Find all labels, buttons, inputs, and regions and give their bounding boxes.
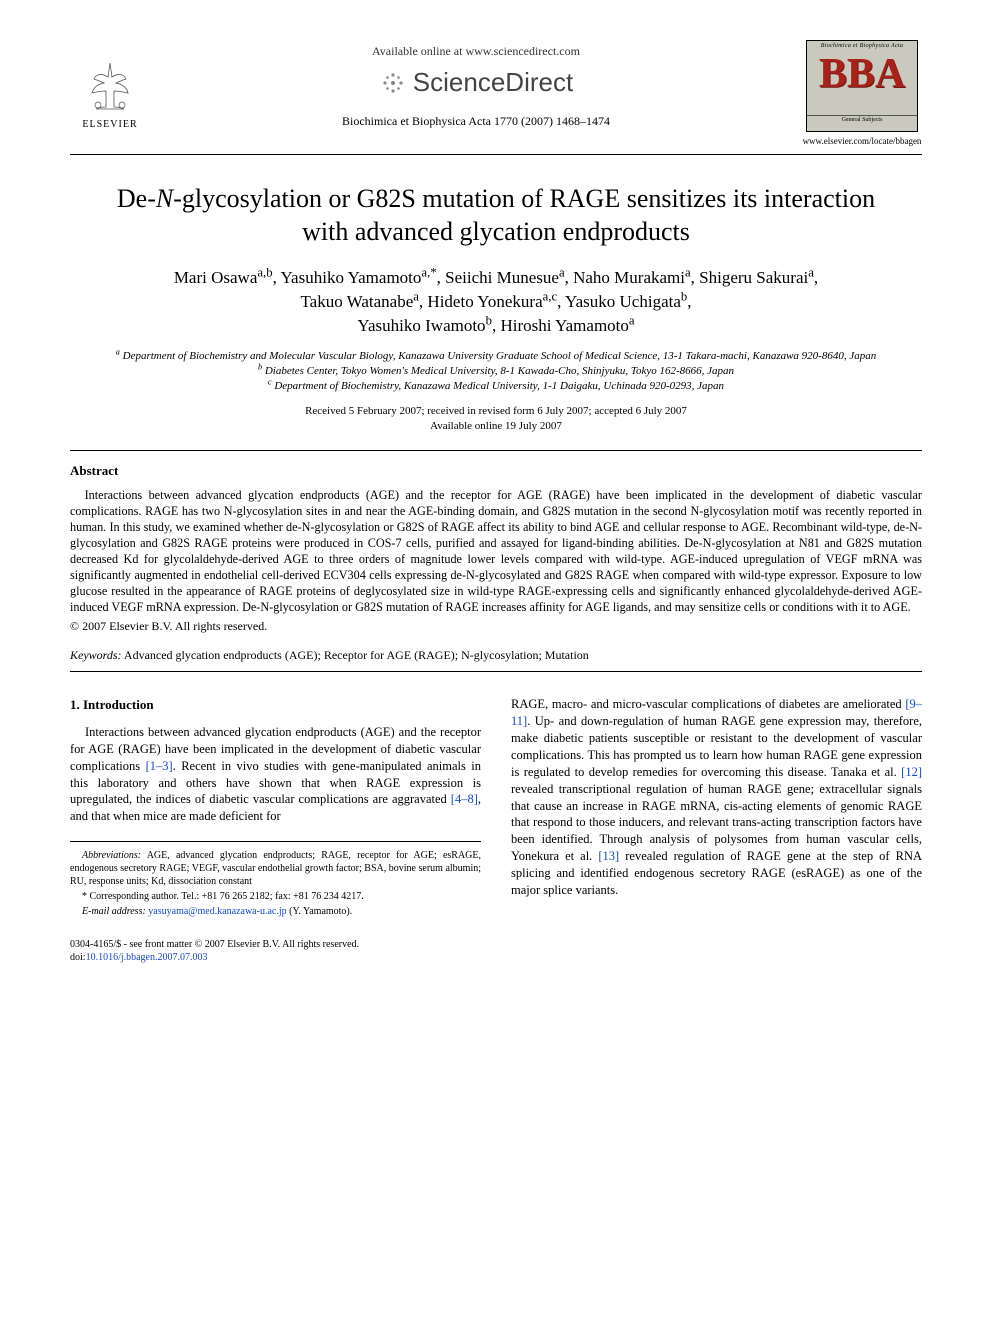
dates-line1: Received 5 February 2007; received in re… [305,405,687,417]
intro-para-left: Interactions between advanced glycation … [70,724,481,825]
section-1-title: 1. Introduction [70,696,481,714]
author-7-affil: a,c [543,289,558,303]
available-online-text: Available online at www.sciencedirect.co… [150,44,802,59]
footer: 0304-4165/$ - see front matter © 2007 El… [70,938,922,964]
keywords: Keywords: Advanced glycation endproducts… [70,648,922,663]
author-7: Hideto Yonekura [427,292,542,311]
author-8-affil: b [681,289,687,303]
corresponding-author: * Corresponding author. Tel.: +81 76 265… [70,890,481,903]
abstract-rule-top [70,450,922,451]
bba-letters: BBA [807,51,917,97]
author-6-affil: a [413,289,419,303]
author-5-affil: a [808,265,814,279]
author-9-affil: b [486,313,492,327]
abstract-heading: Abstract [70,463,922,479]
author-10-affil: a [629,313,635,327]
bba-sub: General Subjects [807,115,917,123]
doi-link[interactable]: 10.1016/j.bbagen.2007.07.003 [86,952,208,963]
abstract-body: Interactions between advanced glycation … [70,487,922,616]
bba-box-top: Biochimica et Biophysica Acta [807,41,917,51]
abstract-rule-bottom [70,671,922,672]
ref-link-12[interactable]: [12] [901,765,922,779]
author-10: Hiroshi Yamamoto [500,316,628,335]
header-row: ELSEVIER Available online at www.science… [70,40,922,146]
author-8: Yasuko Uchigata [565,292,681,311]
author-3: Seiichi Munesue [445,268,559,287]
ref-link-13[interactable]: [13] [598,849,619,863]
affiliation-c: Department of Biochemistry, Kanazawa Med… [274,380,724,392]
header-rule [70,154,922,155]
elsevier-tree-icon [80,57,140,117]
ref-link-4-8[interactable]: [4–8] [451,792,478,806]
email-line: E-mail address: yasuyama@med.kanazawa-u.… [70,905,481,918]
abbreviations: Abbreviations: AGE, advanced glycation e… [70,849,481,888]
title-line2: with advanced glycation endproducts [302,217,690,246]
sciencedirect-logo: ScienceDirect [150,67,802,98]
bba-box: Biochimica et Biophysica Acta BBA Genera… [806,40,918,132]
keywords-label: Keywords: [70,648,122,662]
body-columns: 1. Introduction Interactions between adv… [70,696,922,920]
elsevier-label: ELSEVIER [82,119,137,130]
affiliations: a Department of Biochemistry and Molecul… [70,349,922,394]
bba-url: www.elsevier.com/locate/bbagen [803,136,922,146]
footer-line1: 0304-4165/$ - see front matter © 2007 El… [70,938,922,951]
bba-logo: Biochimica et Biophysica Acta BBA Genera… [802,40,922,146]
author-2-affil: a, [421,265,430,279]
copyright-line: © 2007 Elsevier B.V. All rights reserved… [70,619,922,634]
sciencedirect-text: ScienceDirect [413,67,573,98]
left-column: 1. Introduction Interactions between adv… [70,696,481,920]
intro-right-mid1: . Up- and down-regulation of human RAGE … [511,714,922,779]
email-label: E-mail address: [82,906,146,917]
elsevier-logo: ELSEVIER [70,40,150,130]
affiliation-a: Department of Biochemistry and Molecular… [123,350,877,362]
doi-label: doi: [70,952,86,963]
intro-right-pre: RAGE, macro- and micro-vascular complica… [511,697,905,711]
article-title: De-N-glycosylation or G82S mutation of R… [80,183,912,248]
author-9: Yasuhiko Iwamoto [357,316,485,335]
ref-link-1-3[interactable]: [1–3] [146,759,173,773]
keywords-body: Advanced glycation endproducts (AGE); Re… [122,648,589,662]
intro-para-right: RAGE, macro- and micro-vascular complica… [511,696,922,899]
author-5: Shigeru Sakurai [699,268,808,287]
center-header: Available online at www.sciencedirect.co… [150,40,802,129]
email-link[interactable]: yasuyama@med.kanazawa-u.ac.jp [148,906,286,917]
author-1-affil: a,b [257,265,272,279]
journal-reference: Biochimica et Biophysica Acta 1770 (2007… [150,114,802,129]
email-tail: (Y. Yamamoto). [287,906,353,917]
author-2: Yasuhiko Yamamoto [280,268,421,287]
author-4-affil: a [685,265,691,279]
author-6: Takuo Watanabe [300,292,413,311]
author-1: Mari Osawa [174,268,258,287]
article-dates: Received 5 February 2007; received in re… [70,404,922,434]
corresponding-star: * [430,265,436,279]
authors: Mari Osawaa,b, Yasuhiko Yamamotoa,*, Sei… [70,266,922,337]
author-3-affil: a [559,265,565,279]
dates-line2: Available online 19 July 2007 [430,420,562,432]
right-column: RAGE, macro- and micro-vascular complica… [511,696,922,920]
affiliation-b: Diabetes Center, Tokyo Women's Medical U… [265,365,734,377]
page: ELSEVIER Available online at www.science… [0,0,992,1014]
title-line1: De-N-glycosylation or G82S mutation of R… [117,184,875,213]
abbrev-label: Abbreviations: [82,850,141,861]
footnotes: Abbreviations: AGE, advanced glycation e… [70,841,481,918]
footer-doi: doi:10.1016/j.bbagen.2007.07.003 [70,951,922,964]
sciencedirect-burst-icon [379,69,407,97]
author-4: Naho Murakami [573,268,685,287]
